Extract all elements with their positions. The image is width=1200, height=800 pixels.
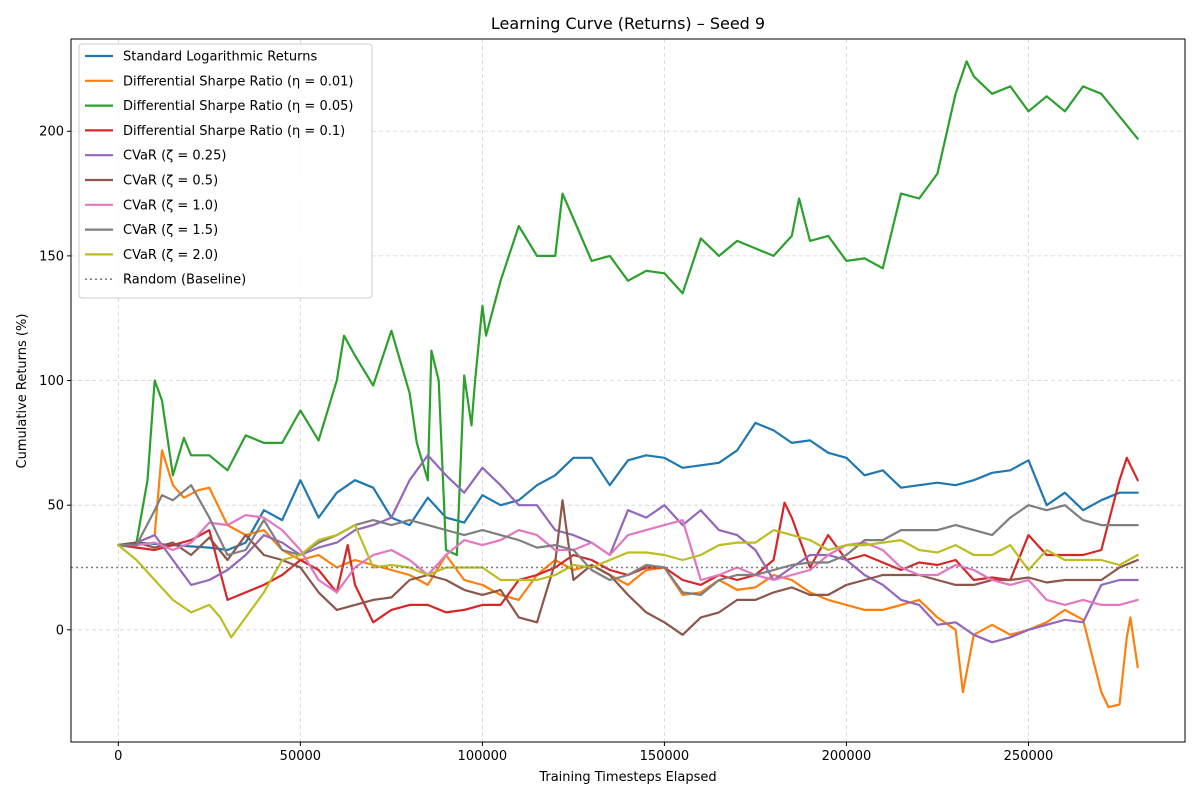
series-line-4 bbox=[117, 454, 1139, 644]
x-tick-label: 100000 bbox=[458, 749, 508, 764]
x-tick-label: 200000 bbox=[822, 749, 872, 764]
legend: Standard Logarithmic Returns Differential… bbox=[78, 43, 373, 299]
axis-ticks: 0 50000 100000 150000 200000 250000 0 50 100 150 2… bbox=[39, 125, 1053, 764]
legend-label: CVaR (ζ = 1.5) bbox=[123, 223, 218, 238]
x-tick-label: 50000 bbox=[280, 749, 321, 764]
series-line-2 bbox=[117, 60, 1139, 557]
legend-label: Differential Sharpe Ratio (η = 0.05) bbox=[123, 99, 353, 114]
series-line-6 bbox=[117, 513, 1139, 607]
y-tick-label: 200 bbox=[39, 125, 64, 140]
legend-label: Differential Sharpe Ratio (η = 0.01) bbox=[123, 74, 353, 89]
x-tick-label: 0 bbox=[114, 749, 122, 764]
chart-title: Learning Curve (Returns) – Seed 9 bbox=[491, 14, 765, 33]
x-axis-label: Training Timesteps Elapsed bbox=[538, 770, 716, 785]
x-tick-label: 250000 bbox=[1004, 749, 1054, 764]
y-tick-label: 50 bbox=[47, 499, 64, 514]
series-line-8 bbox=[117, 523, 1139, 639]
y-axis-label: Cumulative Returns (%) bbox=[15, 314, 30, 469]
y-tick-label: 0 bbox=[56, 623, 64, 638]
legend-label: CVaR (ζ = 0.5) bbox=[123, 174, 218, 189]
series-line-5 bbox=[117, 499, 1139, 636]
plot-frame bbox=[70, 38, 1186, 743]
grid bbox=[71, 39, 1185, 742]
legend-label: CVaR (ζ = 2.0) bbox=[123, 248, 218, 263]
series-line-7 bbox=[117, 484, 1139, 597]
legend-label: Random (Baseline) bbox=[123, 273, 246, 288]
plot-lines bbox=[71, 60, 1185, 709]
legend-label: Differential Sharpe Ratio (η = 0.1) bbox=[123, 124, 345, 139]
legend-box bbox=[78, 43, 373, 299]
legend-label: CVaR (ζ = 1.0) bbox=[123, 198, 218, 213]
legend-label: Standard Logarithmic Returns bbox=[123, 50, 317, 65]
y-tick-label: 150 bbox=[39, 249, 64, 264]
series-line-0 bbox=[117, 421, 1139, 552]
legend-label: CVaR (ζ = 0.25) bbox=[123, 149, 226, 164]
x-tick-label: 150000 bbox=[640, 749, 690, 764]
y-tick-label: 100 bbox=[39, 374, 64, 389]
